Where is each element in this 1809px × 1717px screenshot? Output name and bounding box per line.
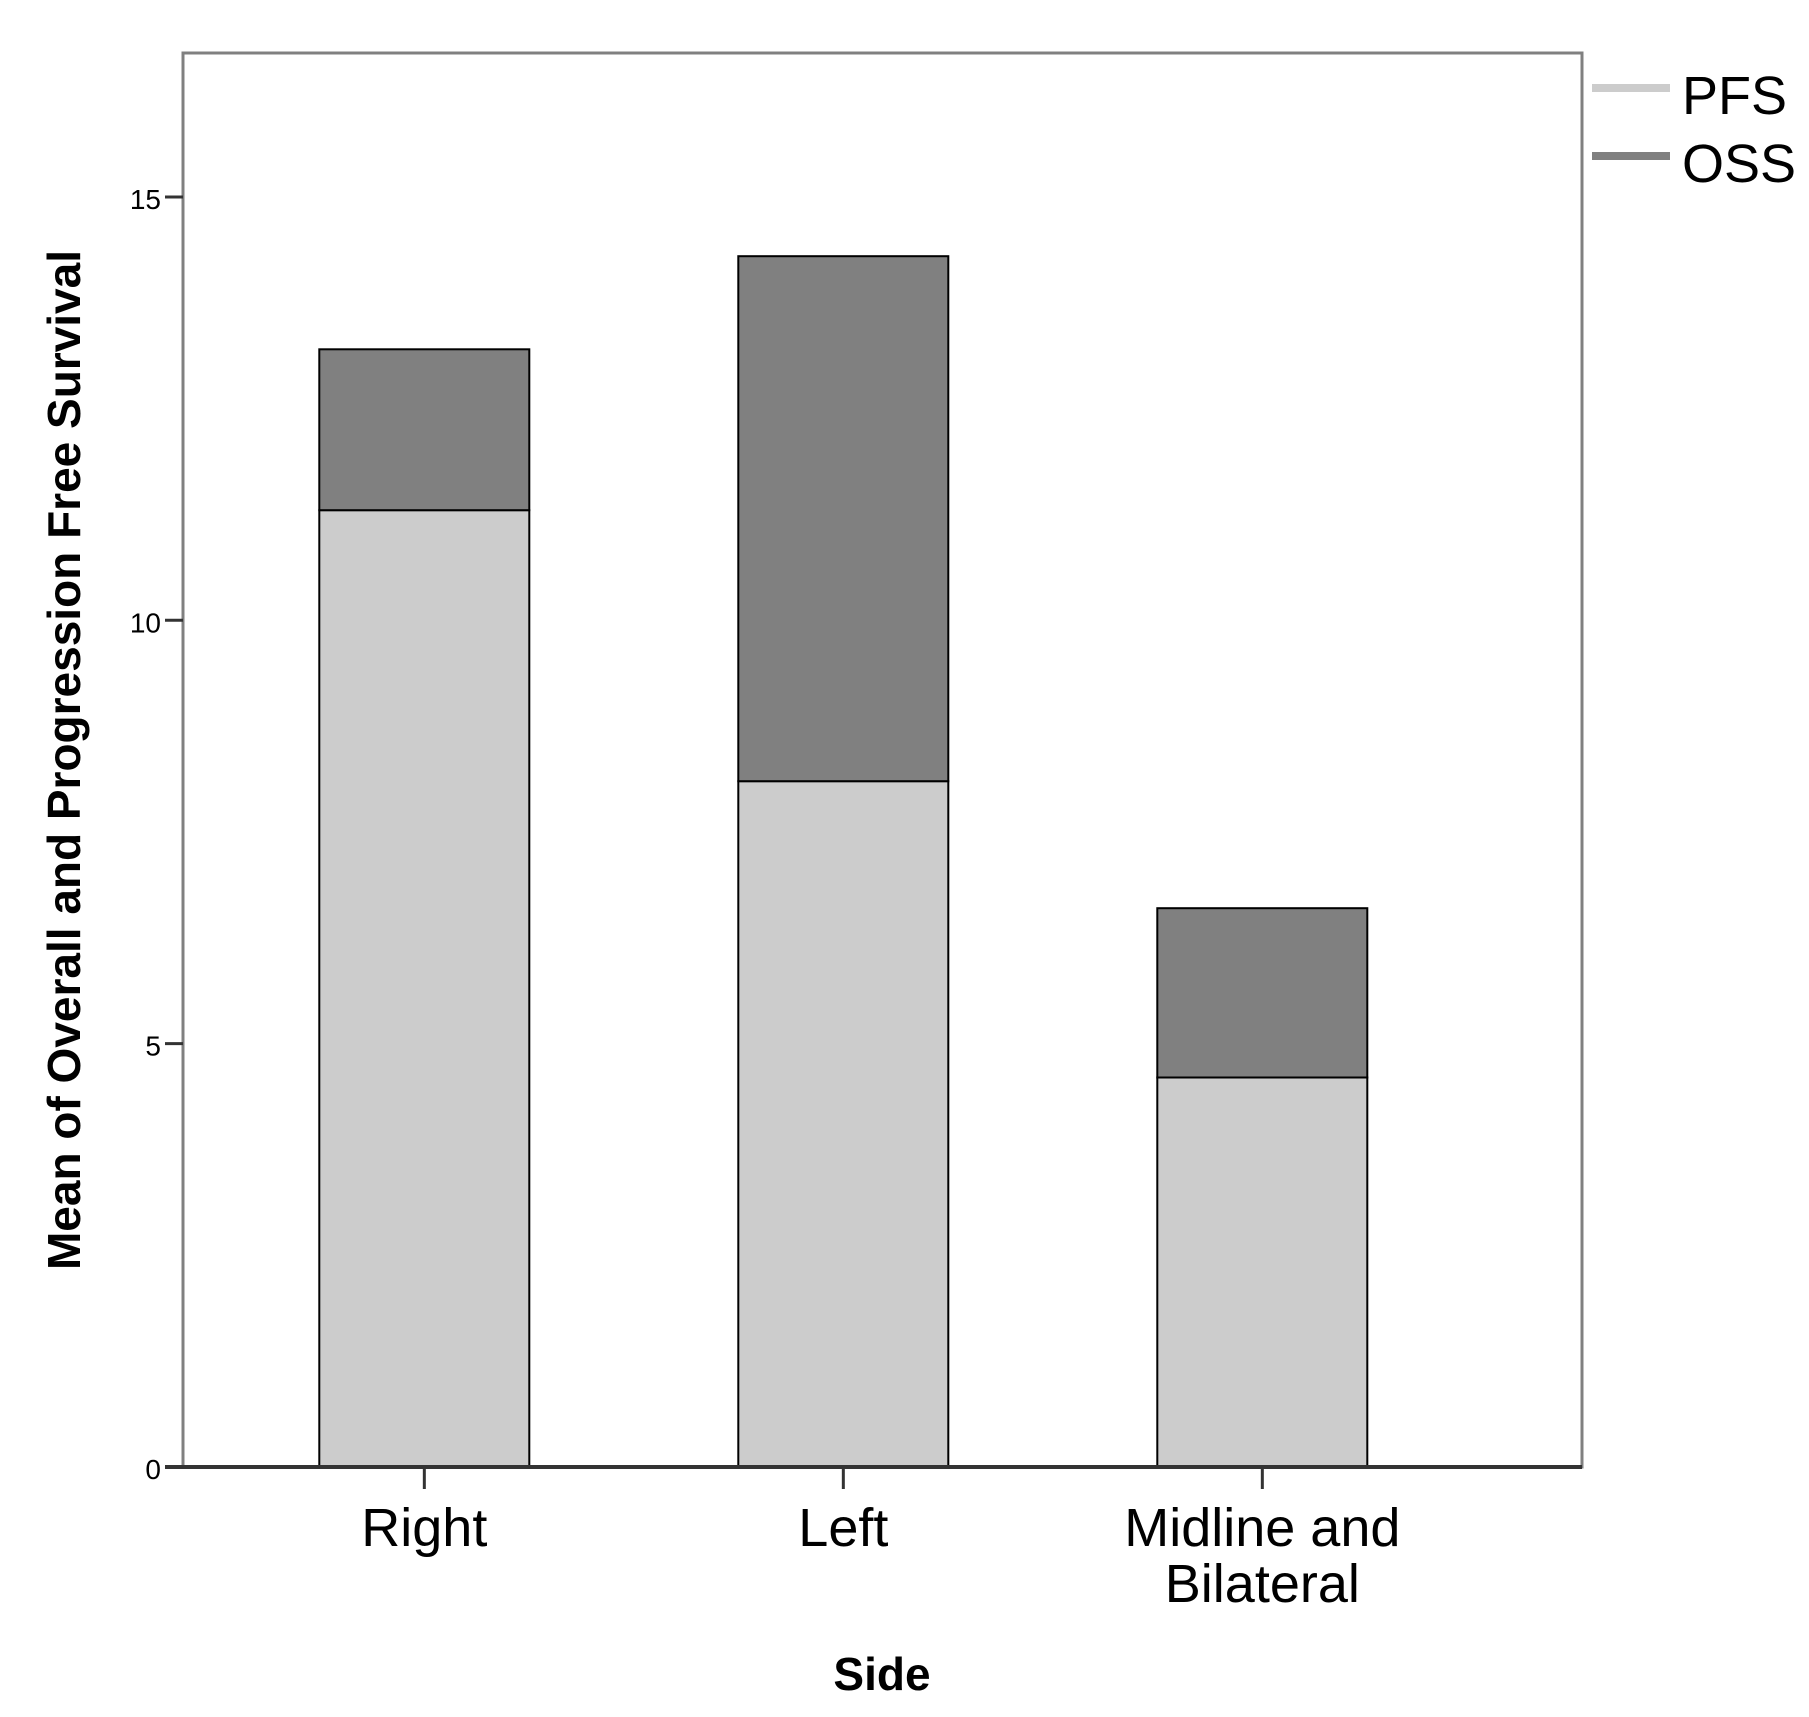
x-tick-label-2-line-0: Midline and: [1124, 1498, 1400, 1558]
bar-oss-1: [737, 255, 950, 783]
y-tick-label-15: 15: [130, 184, 161, 215]
legend: PFS OSS: [1592, 66, 1796, 194]
bar-oss-0: [318, 348, 531, 512]
y-tick-label-5: 5: [145, 1031, 161, 1062]
bar-oss-2: [1156, 907, 1369, 1079]
x-axis-title: Side: [833, 1648, 930, 1700]
bars-layer: [318, 255, 1369, 1468]
bar-pfs-2: [1156, 1076, 1369, 1468]
y-axis-title: Mean of Overall and Progression Free Sur…: [38, 250, 90, 1270]
x-tick-label-2-line-1: Bilateral: [1165, 1554, 1360, 1614]
x-tick-label-1: Left: [798, 1498, 888, 1558]
legend-label-oss: OSS: [1682, 134, 1796, 194]
y-tick-label-10: 10: [130, 607, 161, 638]
legend-label-pfs: PFS: [1682, 66, 1787, 126]
y-axis: 0 5 10 15: [130, 184, 183, 1485]
x-tick-label-0: Right: [361, 1498, 487, 1558]
bar-pfs-1: [737, 780, 950, 1468]
bar-pfs-0: [318, 509, 531, 1468]
y-tick-label-0: 0: [145, 1454, 161, 1485]
